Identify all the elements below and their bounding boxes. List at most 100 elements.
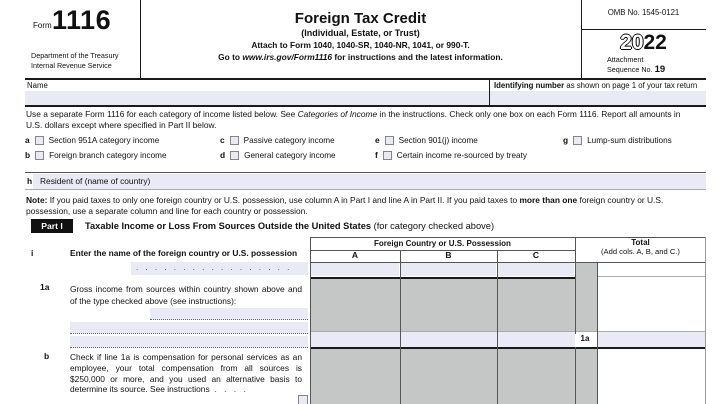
table-gridline	[310, 237, 311, 404]
part1-title-bold: Taxable Income or Loss From Sources Outs…	[85, 221, 372, 231]
category-row-e: e Section 901(j) income	[375, 134, 478, 146]
income-type-entry-line-2[interactable]	[70, 322, 308, 334]
category-row-c: c Passive category income	[220, 134, 335, 146]
form-word: Form	[33, 21, 52, 30]
column-header-b: B	[445, 250, 452, 260]
intro-italic: Categories of Income	[297, 109, 378, 119]
category-letter: d	[220, 150, 226, 160]
column-header-c: C	[532, 250, 540, 260]
form-number: 1116	[52, 5, 112, 35]
note-paragraph: Note: If you paid taxes to only one fore…	[26, 195, 698, 216]
sequence-label: Sequence No. 19	[607, 64, 666, 76]
identifying-number-rest: as shown on page 1 of your tax return	[564, 81, 698, 90]
tax-year: 2022	[581, 31, 706, 55]
category-letter: a	[25, 135, 30, 145]
sequence-number: 19	[654, 64, 666, 75]
checkbox-lump-sum[interactable]	[573, 135, 583, 145]
goto-line: Go to www.irs.gov/Form1116 for instructi…	[140, 52, 581, 63]
line-1a-number: 1a	[40, 282, 50, 292]
sequence-text: Sequence No.	[607, 65, 653, 74]
table-gridline	[310, 347, 706, 349]
category-row-f: f Certain income re-sourced by treaty	[375, 149, 527, 161]
divider-line	[25, 189, 706, 190]
checkbox-passive-category[interactable]	[229, 135, 239, 145]
intro-paragraph: Use a separate Form 1116 for each catego…	[26, 109, 696, 130]
note-seg1: If you paid taxes to only one foreign co…	[47, 195, 520, 205]
omb-number: OMB No. 1545-0121	[607, 8, 680, 17]
table-gridline	[400, 250, 401, 404]
goto-prefix: Go to	[218, 52, 243, 62]
shaded-block-1a	[311, 278, 575, 331]
country-name-cell-a[interactable]	[311, 263, 399, 276]
category-label: Section 951A category income	[48, 135, 160, 145]
table-gridline	[575, 237, 576, 404]
identifying-number-bold: Identifying number	[494, 81, 565, 90]
divider-line	[489, 80, 490, 106]
category-label: Certain income re-sourced by treaty	[396, 150, 527, 160]
shaded-block-1b	[311, 349, 575, 404]
category-letter: g	[563, 135, 569, 145]
checkbox-foreign-branch[interactable]	[35, 150, 45, 160]
attach-line: Attach to Form 1040, 1040-SR, 1040-NR, 1…	[251, 40, 470, 50]
income-type-entry-line-3[interactable]	[70, 336, 308, 348]
line-i-leader-field	[131, 262, 308, 275]
category-label: General category income	[244, 150, 336, 160]
checkbox-section-901j[interactable]	[384, 135, 394, 145]
checkbox-general-category[interactable]	[230, 150, 240, 160]
table-gridline	[310, 262, 706, 263]
total-column-header: Total	[631, 238, 650, 247]
divider-line	[581, 29, 706, 30]
line-1a-text: Gross income from sources within country…	[70, 284, 302, 307]
goto-suffix: for instructions and the latest informat…	[332, 52, 503, 62]
checkbox-line-b[interactable]	[298, 395, 308, 404]
part1-title: Taxable Income or Loss From Sources Outs…	[85, 221, 494, 232]
attachment-label: Attachment	[607, 55, 644, 64]
shaded-linenum-col-upper	[576, 263, 597, 331]
line-1a-cell-label: 1a	[575, 334, 595, 347]
line-b-number: b	[44, 351, 50, 361]
resident-country-input[interactable]	[33, 174, 706, 189]
table-gridline	[310, 331, 706, 332]
divider-line	[25, 78, 706, 80]
part1-badge: Part I	[31, 219, 73, 233]
divider-line	[581, 0, 582, 79]
part1-title-suffix: (for category checked above)	[371, 221, 495, 231]
category-letter: e	[375, 135, 380, 145]
line-i-text: Enter the name of the foreign country or…	[70, 248, 298, 258]
intro-seg1: Use a separate Form 1116 for each catego…	[26, 109, 298, 119]
income-type-entry-line-1[interactable]	[150, 308, 308, 320]
line-i-number: i	[31, 248, 34, 258]
agency-line-1: Department of the Treasury	[31, 51, 119, 60]
note-bold2: more than one	[519, 195, 578, 205]
table-gridline	[310, 250, 576, 251]
divider-line	[25, 172, 706, 173]
category-letter: c	[220, 135, 225, 145]
identifying-number-input[interactable]	[489, 91, 706, 105]
line-b-text: Check if line 1a is compensation for per…	[70, 352, 302, 395]
line-i-dot-leader: . . . . . . . . . . . . . . . . .	[136, 263, 292, 272]
checkbox-section-951a[interactable]	[34, 135, 44, 145]
category-row-d: d General category income	[220, 149, 336, 161]
category-label: Foreign branch category income	[49, 150, 167, 160]
category-label: Section 901(j) income	[398, 135, 478, 145]
table-gridline	[705, 237, 706, 404]
year-prefix: 20	[620, 31, 644, 54]
country-name-cell-b[interactable]	[401, 263, 496, 276]
country-name-cell-c[interactable]	[498, 263, 574, 276]
line-b-text-body: Check if line 1a is compensation for per…	[70, 352, 302, 395]
name-input[interactable]	[25, 91, 489, 105]
gross-income-cells-abc[interactable]	[311, 332, 575, 347]
goto-url[interactable]: www.irs.gov/Form1116	[242, 52, 333, 62]
category-row-b: b Foreign branch category income	[25, 149, 167, 161]
note-bold1: Note:	[26, 195, 48, 205]
form-subtitle: (Individual, Estate, or Trust)	[301, 28, 420, 38]
table-gridline	[597, 276, 706, 277]
category-label: Lump-sum distributions	[587, 135, 672, 145]
checkbox-resourced-treaty[interactable]	[382, 150, 392, 160]
year-suffix: 22	[643, 31, 667, 54]
table-gridline	[310, 237, 706, 238]
identifying-number-label: Identifying number as shown on page 1 of…	[494, 81, 706, 91]
category-letter: f	[375, 150, 378, 160]
gross-income-total-cell[interactable]	[598, 332, 706, 347]
table-gridline	[597, 262, 598, 404]
